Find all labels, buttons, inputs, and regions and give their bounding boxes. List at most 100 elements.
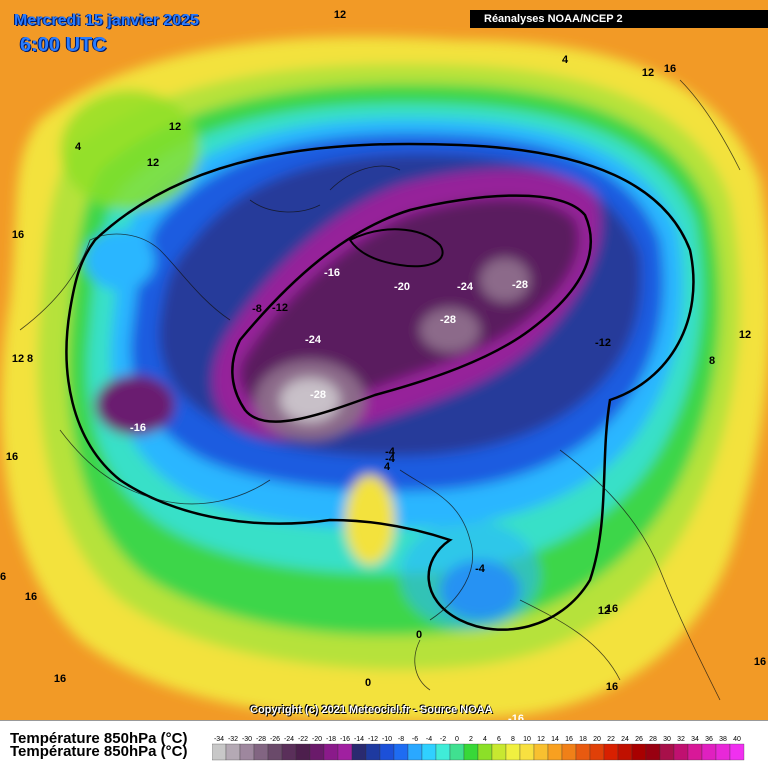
isotherm-label: 6 (0, 571, 6, 583)
legend-tick-label: 14 (551, 736, 559, 743)
legend-tick-label: -34 (214, 736, 224, 743)
legend-tick-label: 38 (719, 736, 727, 743)
legend-tick-label: 18 (579, 736, 587, 743)
band-deeppurple (239, 198, 579, 414)
legend-swatch (575, 743, 591, 761)
legend-swatch (365, 743, 381, 761)
legend-swatch (281, 743, 297, 761)
isotherm-label: 16 (12, 229, 24, 241)
legend-swatch (547, 743, 563, 761)
isotherm-label: 12 (598, 605, 610, 617)
isotherm-label: -4 (385, 446, 396, 458)
legend-swatch (477, 743, 493, 761)
legend-swatch (673, 743, 689, 761)
legend-tick-label: 32 (677, 736, 685, 743)
isotherm-label: 16 (754, 656, 766, 668)
island-yellow-2 (60, 90, 200, 210)
legend-swatch (729, 743, 745, 761)
isotherm-label: 16 (606, 681, 618, 693)
isotherm-label: -28 (512, 279, 528, 291)
isotherm-label: 4 (562, 54, 569, 66)
legend-tick-label: -30 (242, 736, 252, 743)
legend-tick-label: -16 (340, 736, 350, 743)
isotherm-label: 12 (739, 329, 751, 341)
isotherm-label: -12 (595, 337, 611, 349)
isotherm-label: -4 (385, 453, 396, 465)
legend-tick-label: 26 (635, 736, 643, 743)
source-banner: Réanalyses NOAA/NCEP 2 (470, 10, 768, 28)
legend-swatch (351, 743, 367, 761)
legend-swatch (505, 743, 521, 761)
variable-title-shadow: Température 850hPa (°C) (10, 743, 188, 760)
legend-swatch (212, 743, 227, 761)
map-date: Mercredi 15 janvier 2025 (14, 12, 200, 29)
legend-swatch (715, 743, 731, 761)
legend-swatch (421, 743, 437, 761)
isotherm-label: 16 (54, 673, 66, 685)
isotherm-label: 0 (365, 677, 371, 689)
legend-swatch (491, 743, 507, 761)
legend-tick-label: -18 (326, 736, 336, 743)
legend-tick-label: -26 (270, 736, 280, 743)
legend-swatch (295, 743, 311, 761)
legend-tick-label: -10 (382, 736, 392, 743)
legend-tick-label: 12 (537, 736, 545, 743)
legend-swatch (701, 743, 717, 761)
island-yellow-1 (345, 475, 395, 565)
legend-swatch (519, 743, 535, 761)
isotherm-label: 12 (12, 353, 24, 365)
legend-swatch (393, 743, 409, 761)
legend-tick-label: 24 (621, 736, 629, 743)
legend-tick-label: -28 (256, 736, 266, 743)
variable-title: Température 850hPa (°C) (10, 730, 188, 747)
isotherm-minus20-inner (348, 228, 444, 268)
map-time: 6:00 UTC (20, 34, 107, 56)
legend-tick-label: -12 (368, 736, 378, 743)
legend-swatch (435, 743, 451, 761)
legend-swatch (645, 743, 661, 761)
isotherm-label: 16 (25, 591, 37, 603)
legend-swatch (561, 743, 577, 761)
isotherm-label: -28 (440, 314, 456, 326)
legend-tick-label: -32 (228, 736, 238, 743)
legend-tick-label: 4 (483, 736, 487, 743)
legend-swatch (267, 743, 283, 761)
legend-swatch (379, 743, 395, 761)
legend-tick-label: 2 (469, 736, 473, 743)
legend-tick-label: 30 (663, 736, 671, 743)
isotherm-minus20 (231, 194, 592, 423)
isotherm-label: 12 (334, 9, 346, 21)
legend-tick-label: 10 (523, 736, 531, 743)
legend-tick-label: 28 (649, 736, 657, 743)
isotherm-label: 4 (75, 141, 82, 153)
legend-swatch (407, 743, 423, 761)
isotherm-label: 12 (642, 67, 654, 79)
legend-tick-label: 36 (705, 736, 713, 743)
isotherm-label: -28 (310, 389, 326, 401)
legend-swatch (225, 743, 241, 761)
legend-swatch (589, 743, 605, 761)
legend-tick-label: -2 (440, 736, 446, 743)
core-purple-left (95, 375, 175, 435)
legend-tick-label: -20 (312, 736, 322, 743)
legend-tick-label: -8 (398, 736, 404, 743)
legend-swatch (463, 743, 479, 761)
isotherm-label: 12 (169, 121, 181, 133)
isotherm-label: -4 (475, 563, 486, 575)
legend-swatch (603, 743, 619, 761)
core-cyan-nw (85, 230, 155, 290)
isotherm-label: 16 (664, 63, 676, 75)
legend-tick-label: 40 (733, 736, 741, 743)
legend-tick-label: 22 (607, 736, 615, 743)
color-scale: -34 -32 -30 -28 -26 -24 -22 -20 -18 -16 -14 -12 -10-… (212, 736, 745, 761)
isotherm-label: -24 (305, 334, 322, 346)
legend-tick-label: 34 (691, 736, 699, 743)
core-mauve-2 (420, 308, 480, 352)
legend-tick-label: 6 (497, 736, 501, 743)
legend-tick-label: -14 (354, 736, 364, 743)
isotherm-label: -20 (394, 281, 410, 293)
coastlines (19, 79, 741, 701)
isotherm-label: 4 (384, 461, 391, 473)
